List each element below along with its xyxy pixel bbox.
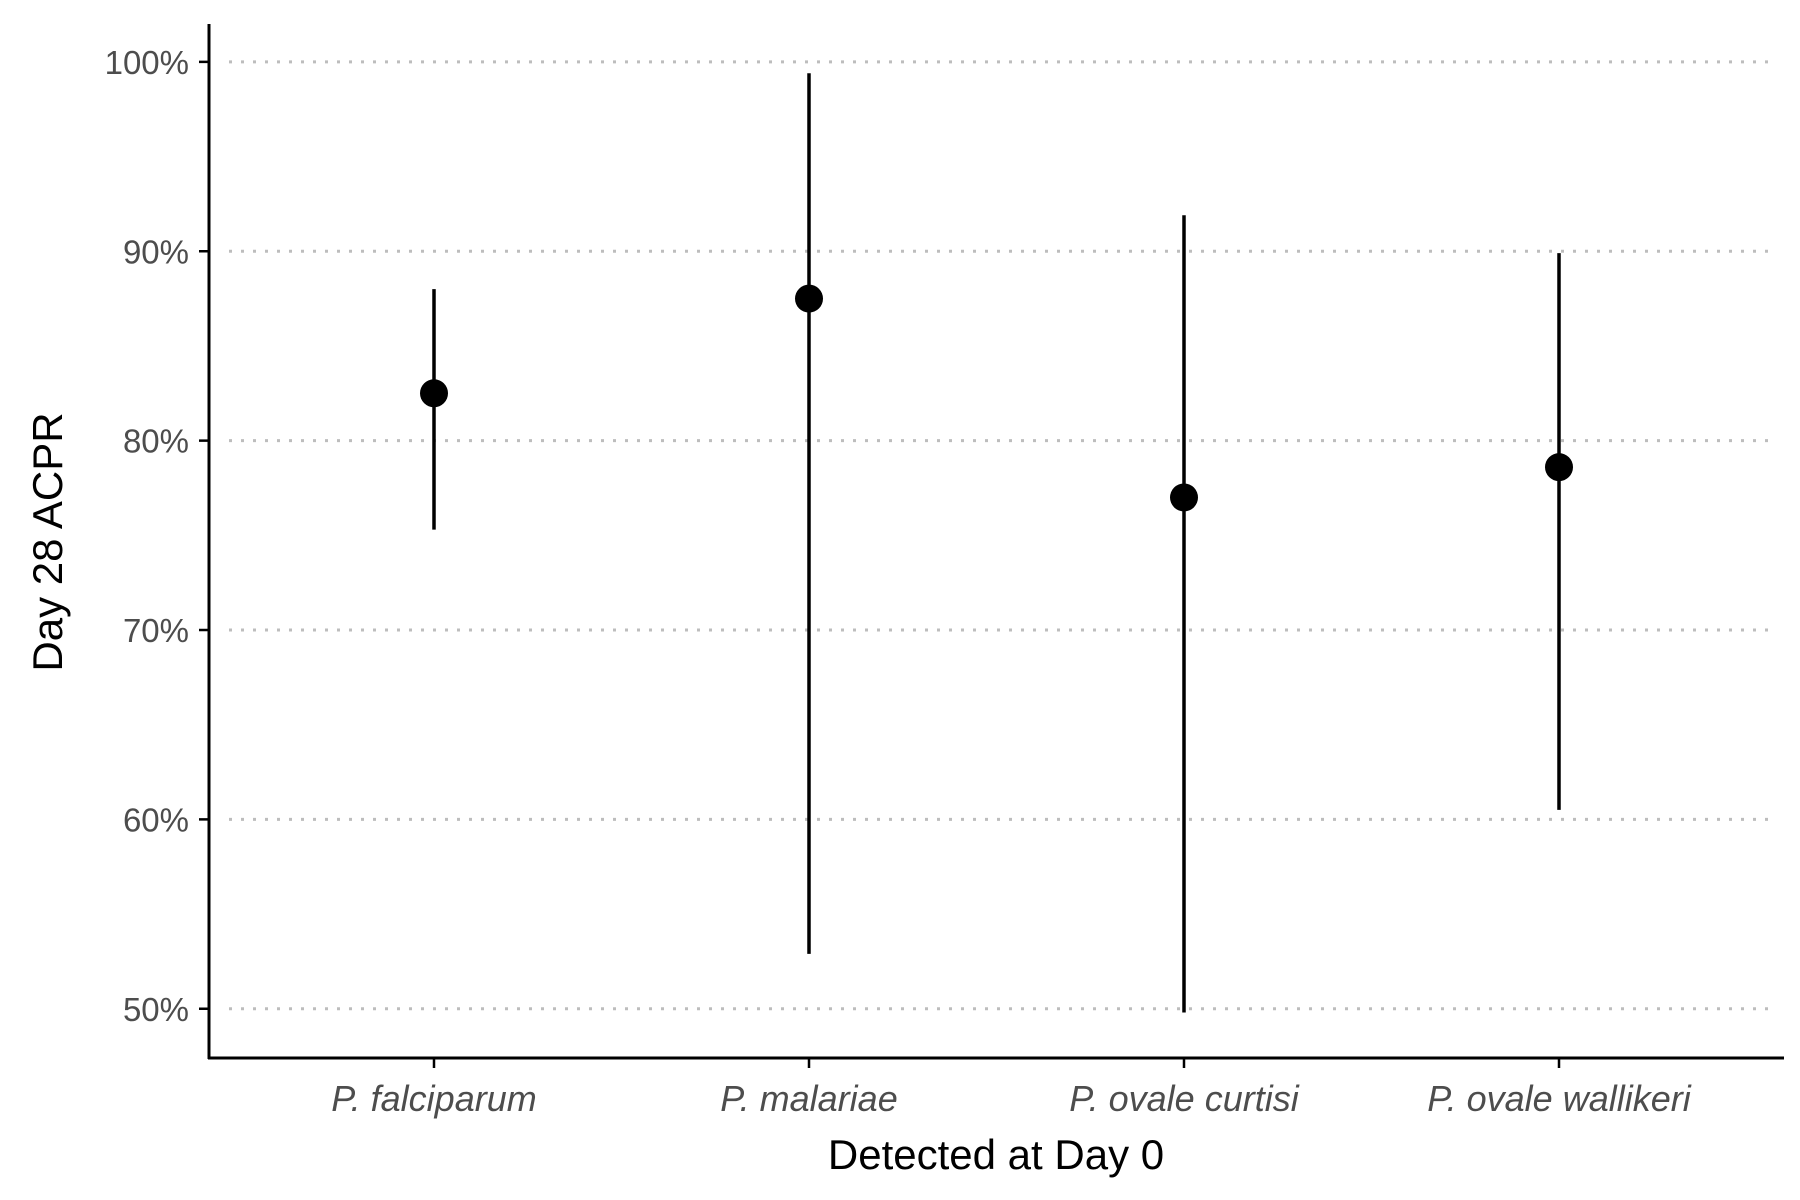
estimate-point [1545,453,1573,482]
y-tick-label: 50% [123,991,189,1028]
y-tick-label: 60% [123,801,189,838]
x-ticks: P. falciparum P. malariae P. ovale curtisi… [331,1058,1692,1119]
y-tick-label: 90% [123,233,189,270]
x-tick-label: P. ovale wallikeri [1427,1078,1691,1119]
x-tick-label: P. falciparum [331,1078,536,1119]
y-tick-label: 70% [123,612,189,649]
y-tick-label: 80% [123,423,189,460]
estimate-point [795,284,823,313]
x-tick-label: P. malariae [720,1078,897,1119]
estimate-point [420,379,448,408]
x-tick-label: P. ovale curtisi [1069,1078,1299,1119]
x-axis-title: Detected at Day 0 [828,1131,1164,1178]
estimate-point [1170,483,1198,512]
data-marks [420,73,1573,1013]
y-ticks: 50% 60% 70% 80% 90% 100% [105,44,209,1028]
y-axis-title: Day 28 ACPR [24,412,71,671]
y-tick-label: 100% [105,44,189,81]
axes [207,24,1784,1060]
gridlines [229,60,1774,1011]
